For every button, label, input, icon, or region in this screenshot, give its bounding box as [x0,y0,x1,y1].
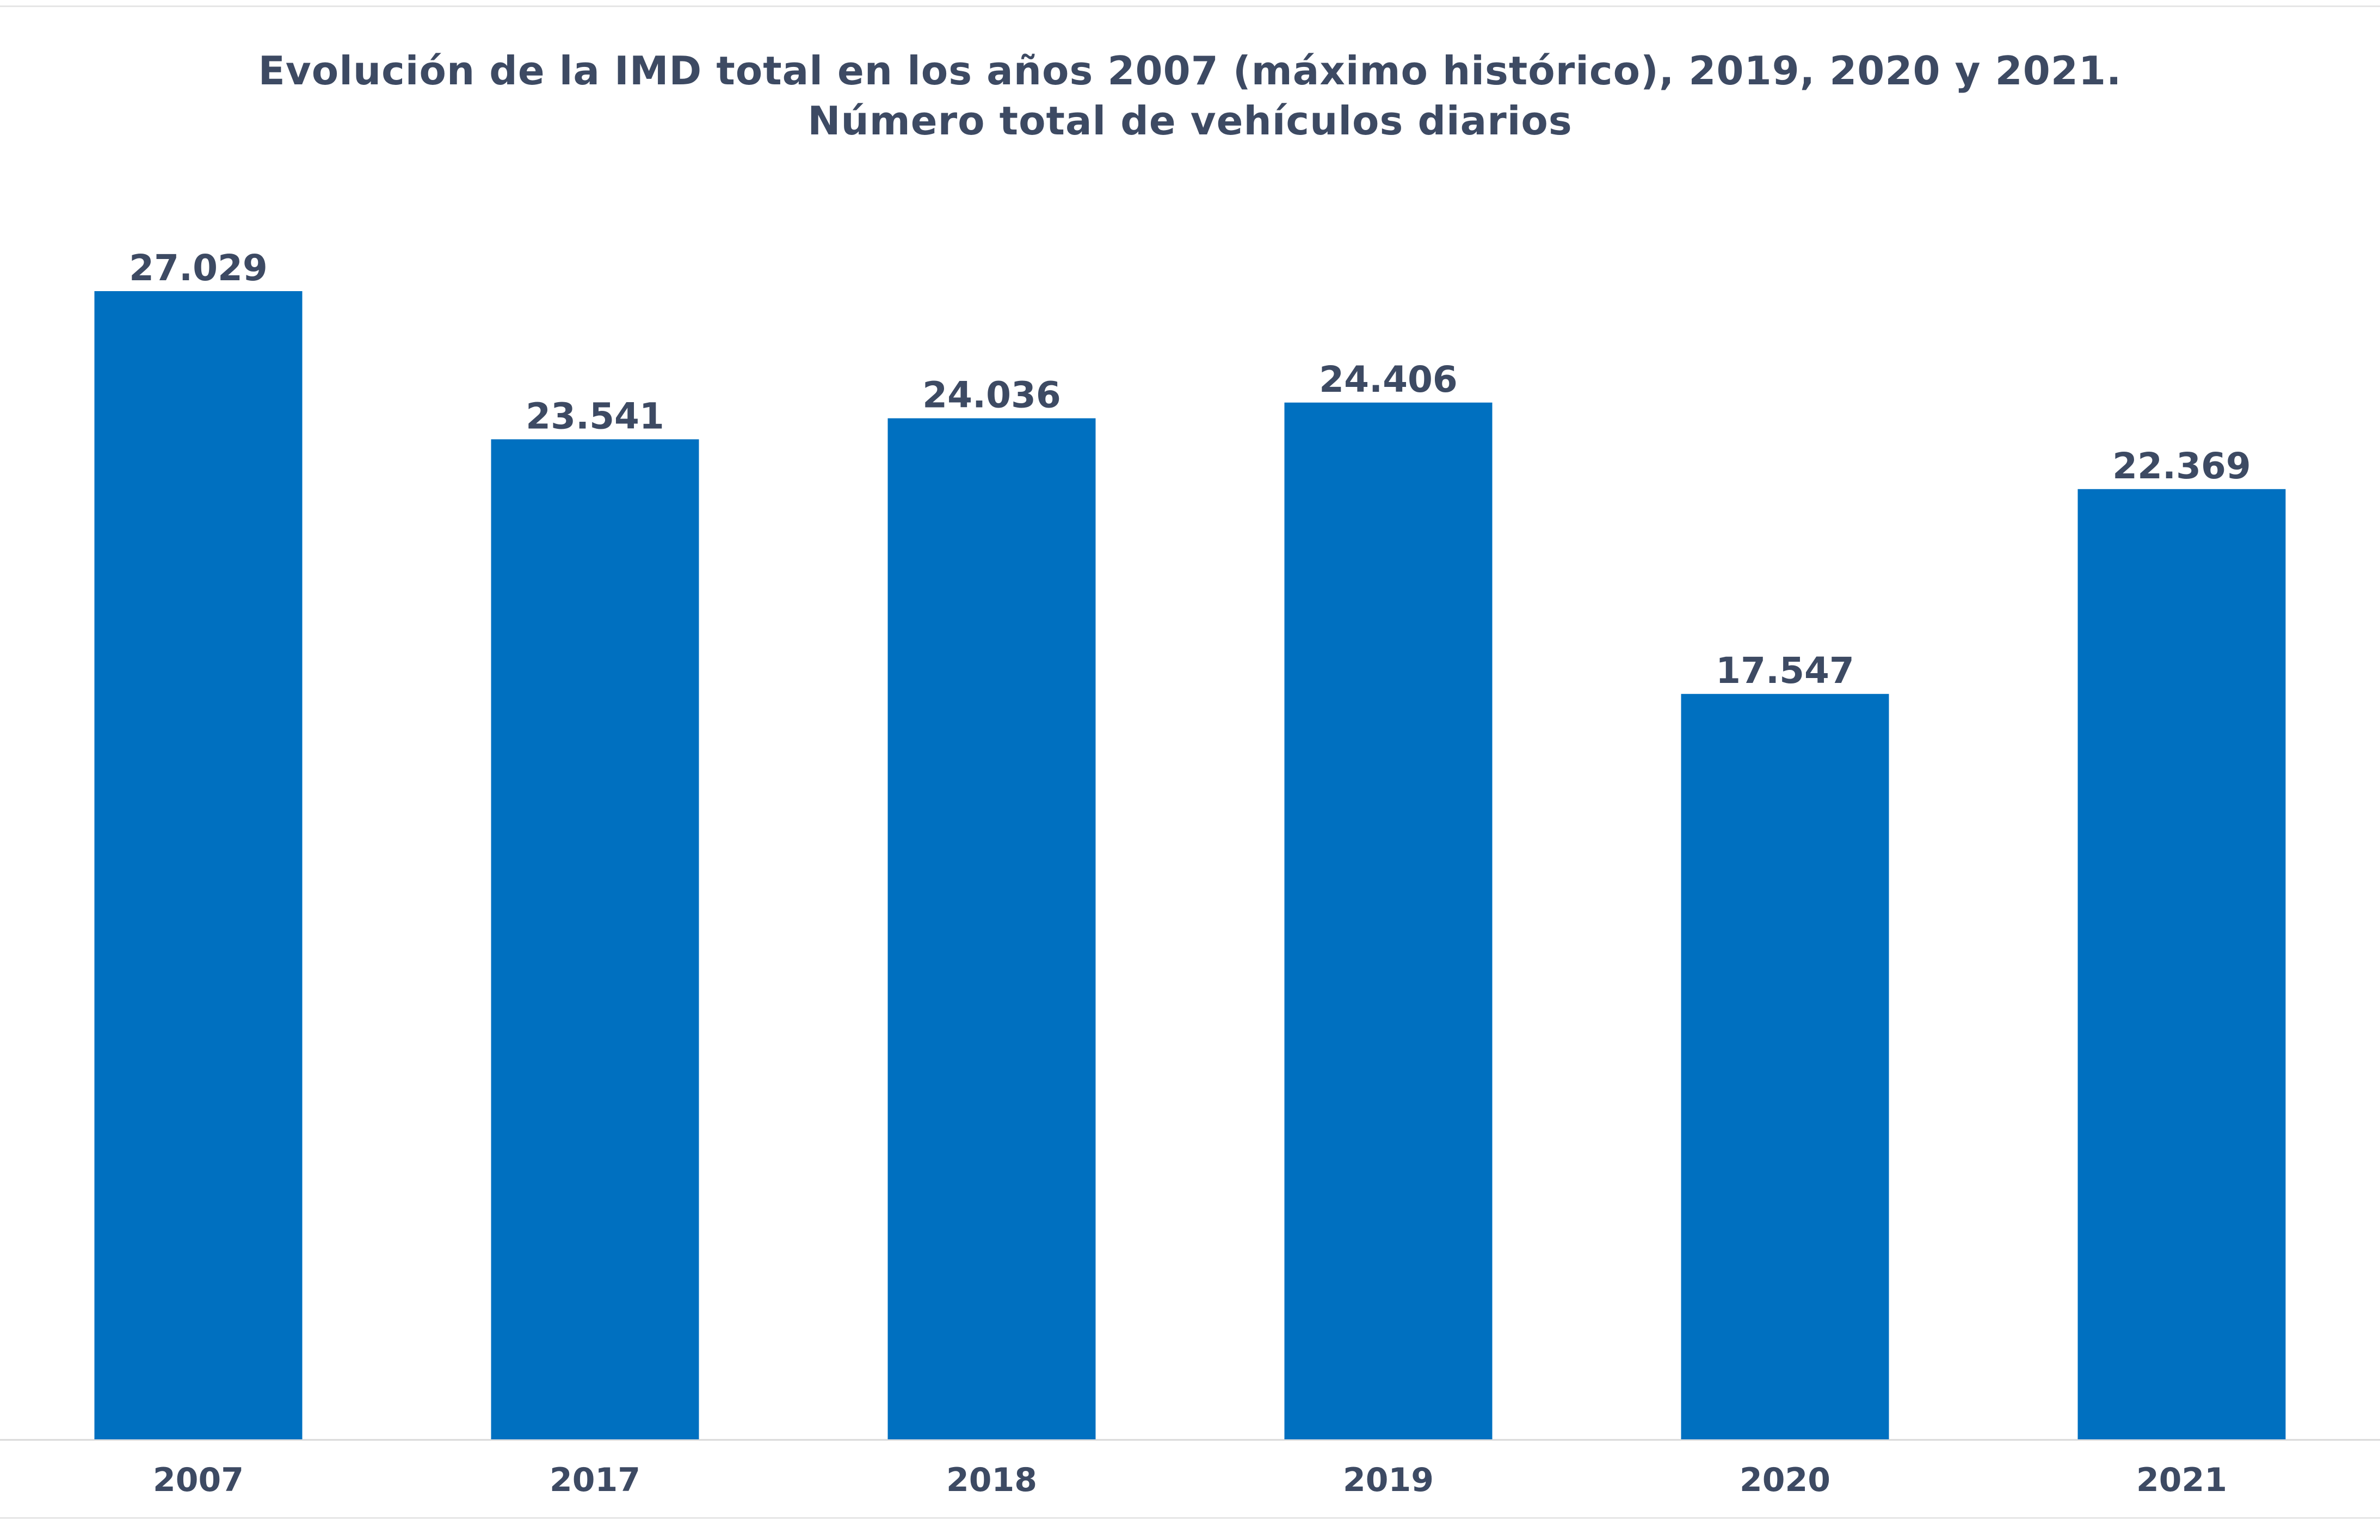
data-label-2007: 27.029 [129,247,268,289]
top-divider [0,5,2380,7]
x-tick-label-2017: 2017 [550,1461,640,1499]
x-tick-label-2018: 2018 [946,1461,1037,1499]
x-tick-label-2007: 2007 [153,1461,244,1499]
data-label-2018: 24.036 [922,374,1061,416]
chart-subtitle: Número total de vehículos diarios [807,98,1573,144]
bar-2017 [491,439,699,1439]
bar-2020 [1681,694,1889,1439]
data-label-2020: 17.547 [1716,650,1854,692]
x-tick-label-2021: 2021 [2136,1461,2227,1499]
x-tick-label-2019: 2019 [1343,1461,1434,1499]
bar-2021 [2077,489,2286,1439]
bar-2018 [887,418,1096,1439]
data-label-2021: 22.369 [2112,445,2251,487]
x-tick-label-2020: 2020 [1740,1461,1830,1499]
data-label-2019: 24.406 [1319,359,1458,401]
bar-2019 [1284,402,1493,1439]
bottom-divider [0,1517,2380,1519]
bar-2007 [94,291,303,1439]
chart-title: Evolución de la IMD total en los años 20… [258,48,2122,94]
data-label-2017: 23.541 [526,395,664,437]
